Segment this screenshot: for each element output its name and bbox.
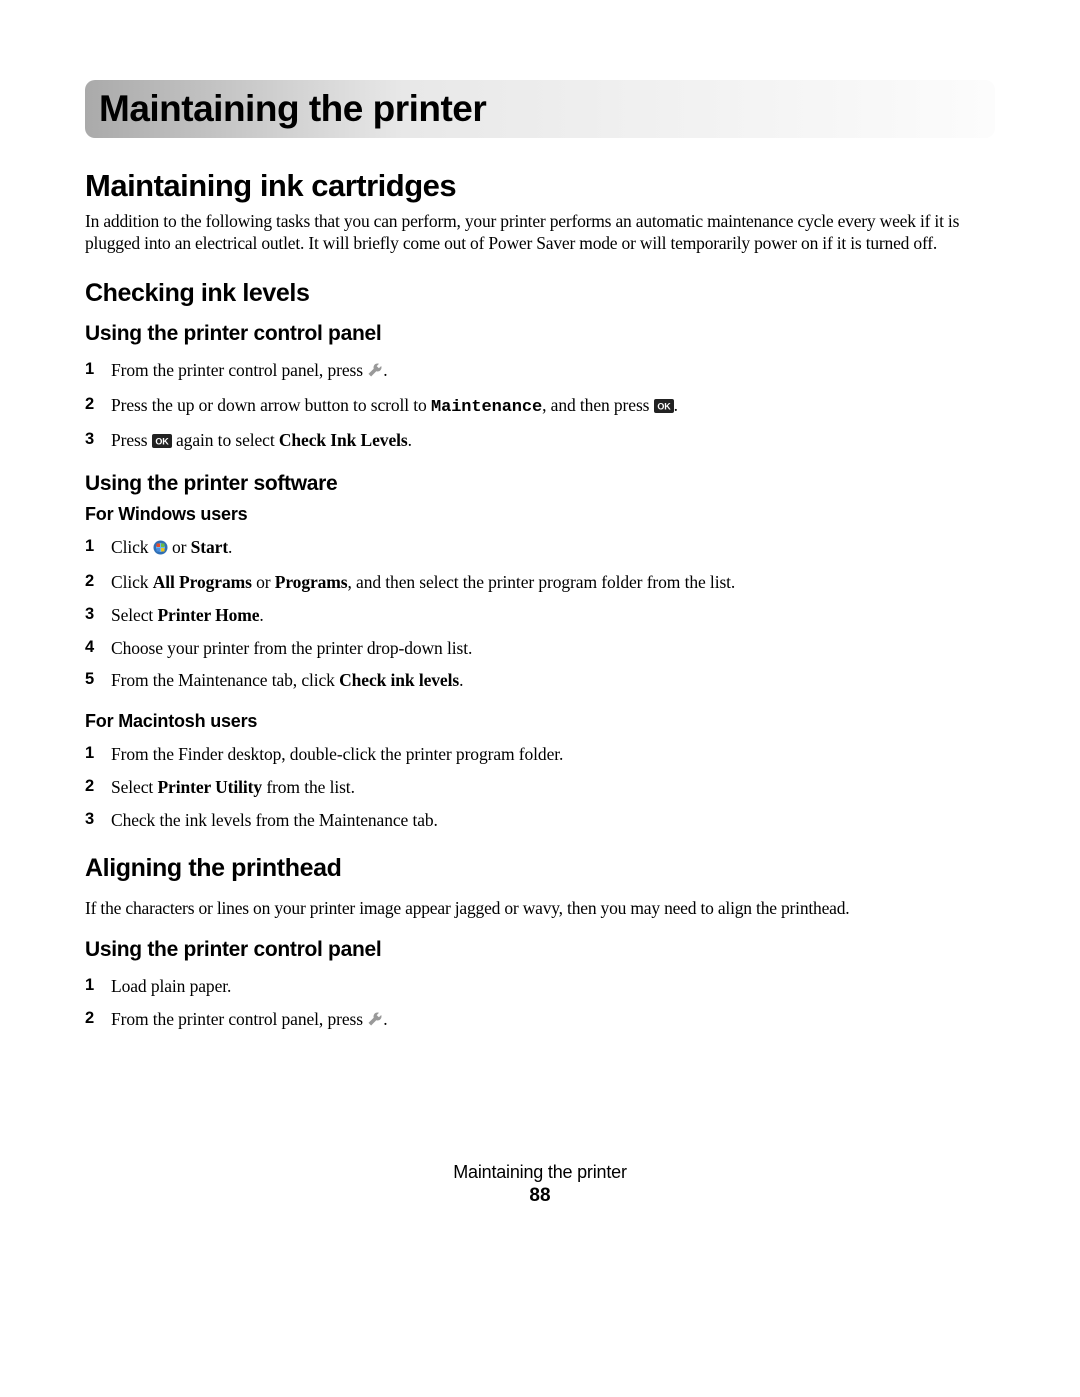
ok-button-icon: OK bbox=[654, 396, 674, 419]
step-text: From the printer control panel, press bbox=[111, 1009, 367, 1029]
step-text: . bbox=[259, 605, 263, 625]
step-text: , and then press bbox=[542, 395, 654, 415]
step-text: . bbox=[674, 395, 678, 415]
step-bold: Printer Utility bbox=[157, 777, 262, 797]
step: Press OK again to select Check Ink Level… bbox=[85, 424, 995, 459]
steps-list: Load plain paper. From the printer contr… bbox=[85, 970, 995, 1038]
step-text: Click bbox=[111, 537, 153, 557]
steps-list: From the printer control panel, press . … bbox=[85, 354, 995, 459]
section-intro: If the characters or lines on your print… bbox=[85, 897, 995, 919]
steps-list: Click or Start. Click All Programs or Pr… bbox=[85, 531, 995, 697]
step: From the Finder desktop, double-click th… bbox=[85, 738, 995, 771]
step: From the printer control panel, press . bbox=[85, 354, 995, 389]
step-bold: Programs bbox=[275, 572, 348, 592]
step-text: From the printer control panel, press bbox=[111, 360, 367, 380]
step: From the printer control panel, press . bbox=[85, 1003, 995, 1038]
step-text: again to select bbox=[172, 430, 279, 450]
step-mono: Maintenance bbox=[431, 398, 542, 417]
section-intro: In addition to the following tasks that … bbox=[85, 210, 995, 255]
step-bold: Check Ink Levels bbox=[279, 430, 408, 450]
steps-list: From the Finder desktop, double-click th… bbox=[85, 738, 995, 836]
section-title: Maintaining ink cartridges bbox=[85, 168, 995, 204]
step-text: Select bbox=[111, 777, 157, 797]
windows-start-icon bbox=[153, 538, 168, 561]
page-footer: Maintaining the printer 88 bbox=[0, 1162, 1080, 1207]
step-text: Press the up or down arrow button to scr… bbox=[111, 395, 431, 415]
step-text: Click bbox=[111, 572, 153, 592]
step: From the Maintenance tab, click Check in… bbox=[85, 664, 995, 697]
svg-text:OK: OK bbox=[155, 436, 169, 446]
step-text: From the Finder desktop, double-click th… bbox=[111, 744, 563, 764]
step-text: or bbox=[168, 537, 191, 557]
method-title: Using the printer control panel bbox=[85, 322, 995, 346]
step: Load plain paper. bbox=[85, 970, 995, 1003]
step-text: . bbox=[459, 670, 463, 690]
step-text: from the list. bbox=[262, 777, 355, 797]
step-bold: Check ink levels bbox=[339, 670, 459, 690]
step: Check the ink levels from the Maintenanc… bbox=[85, 804, 995, 837]
step-text: Select bbox=[111, 605, 157, 625]
step-bold: All Programs bbox=[153, 572, 252, 592]
wrench-icon bbox=[367, 1010, 383, 1033]
subsection-title: Aligning the printhead bbox=[85, 854, 995, 883]
step: Select Printer Home. bbox=[85, 599, 995, 632]
footer-page-number: 88 bbox=[0, 1185, 1080, 1207]
step: Click All Programs or Programs, and then… bbox=[85, 566, 995, 599]
method-title: Using the printer software bbox=[85, 472, 995, 496]
step-text: Load plain paper. bbox=[111, 976, 231, 996]
subsection-title: Checking ink levels bbox=[85, 279, 995, 308]
step-text: , and then select the printer program fo… bbox=[347, 572, 735, 592]
step-text: . bbox=[228, 537, 232, 557]
step-text: From the Maintenance tab, click bbox=[111, 670, 339, 690]
step-bold: Printer Home bbox=[157, 605, 259, 625]
step-text: . bbox=[383, 360, 387, 380]
ok-button-icon: OK bbox=[152, 431, 172, 454]
step-text: Choose your printer from the printer dro… bbox=[111, 638, 472, 658]
footer-title: Maintaining the printer bbox=[0, 1162, 1080, 1183]
step-text: Check the ink levels from the Maintenanc… bbox=[111, 810, 438, 830]
svg-text:OK: OK bbox=[657, 401, 671, 411]
document-page: Maintaining the printer Maintaining ink … bbox=[0, 0, 1080, 1397]
step: Click or Start. bbox=[85, 531, 995, 566]
method-title: Using the printer control panel bbox=[85, 938, 995, 962]
wrench-icon bbox=[367, 361, 383, 384]
os-title: For Macintosh users bbox=[85, 711, 995, 732]
step-text: or bbox=[252, 572, 275, 592]
chapter-title: Maintaining the printer bbox=[99, 88, 486, 129]
os-title: For Windows users bbox=[85, 504, 995, 525]
step: Choose your printer from the printer dro… bbox=[85, 632, 995, 665]
step-text: Press bbox=[111, 430, 152, 450]
chapter-title-bar: Maintaining the printer bbox=[85, 80, 995, 138]
step-text: . bbox=[408, 430, 412, 450]
step-text: . bbox=[383, 1009, 387, 1029]
step-bold: Start bbox=[191, 537, 228, 557]
step: Select Printer Utility from the list. bbox=[85, 771, 995, 804]
step: Press the up or down arrow button to scr… bbox=[85, 389, 995, 424]
